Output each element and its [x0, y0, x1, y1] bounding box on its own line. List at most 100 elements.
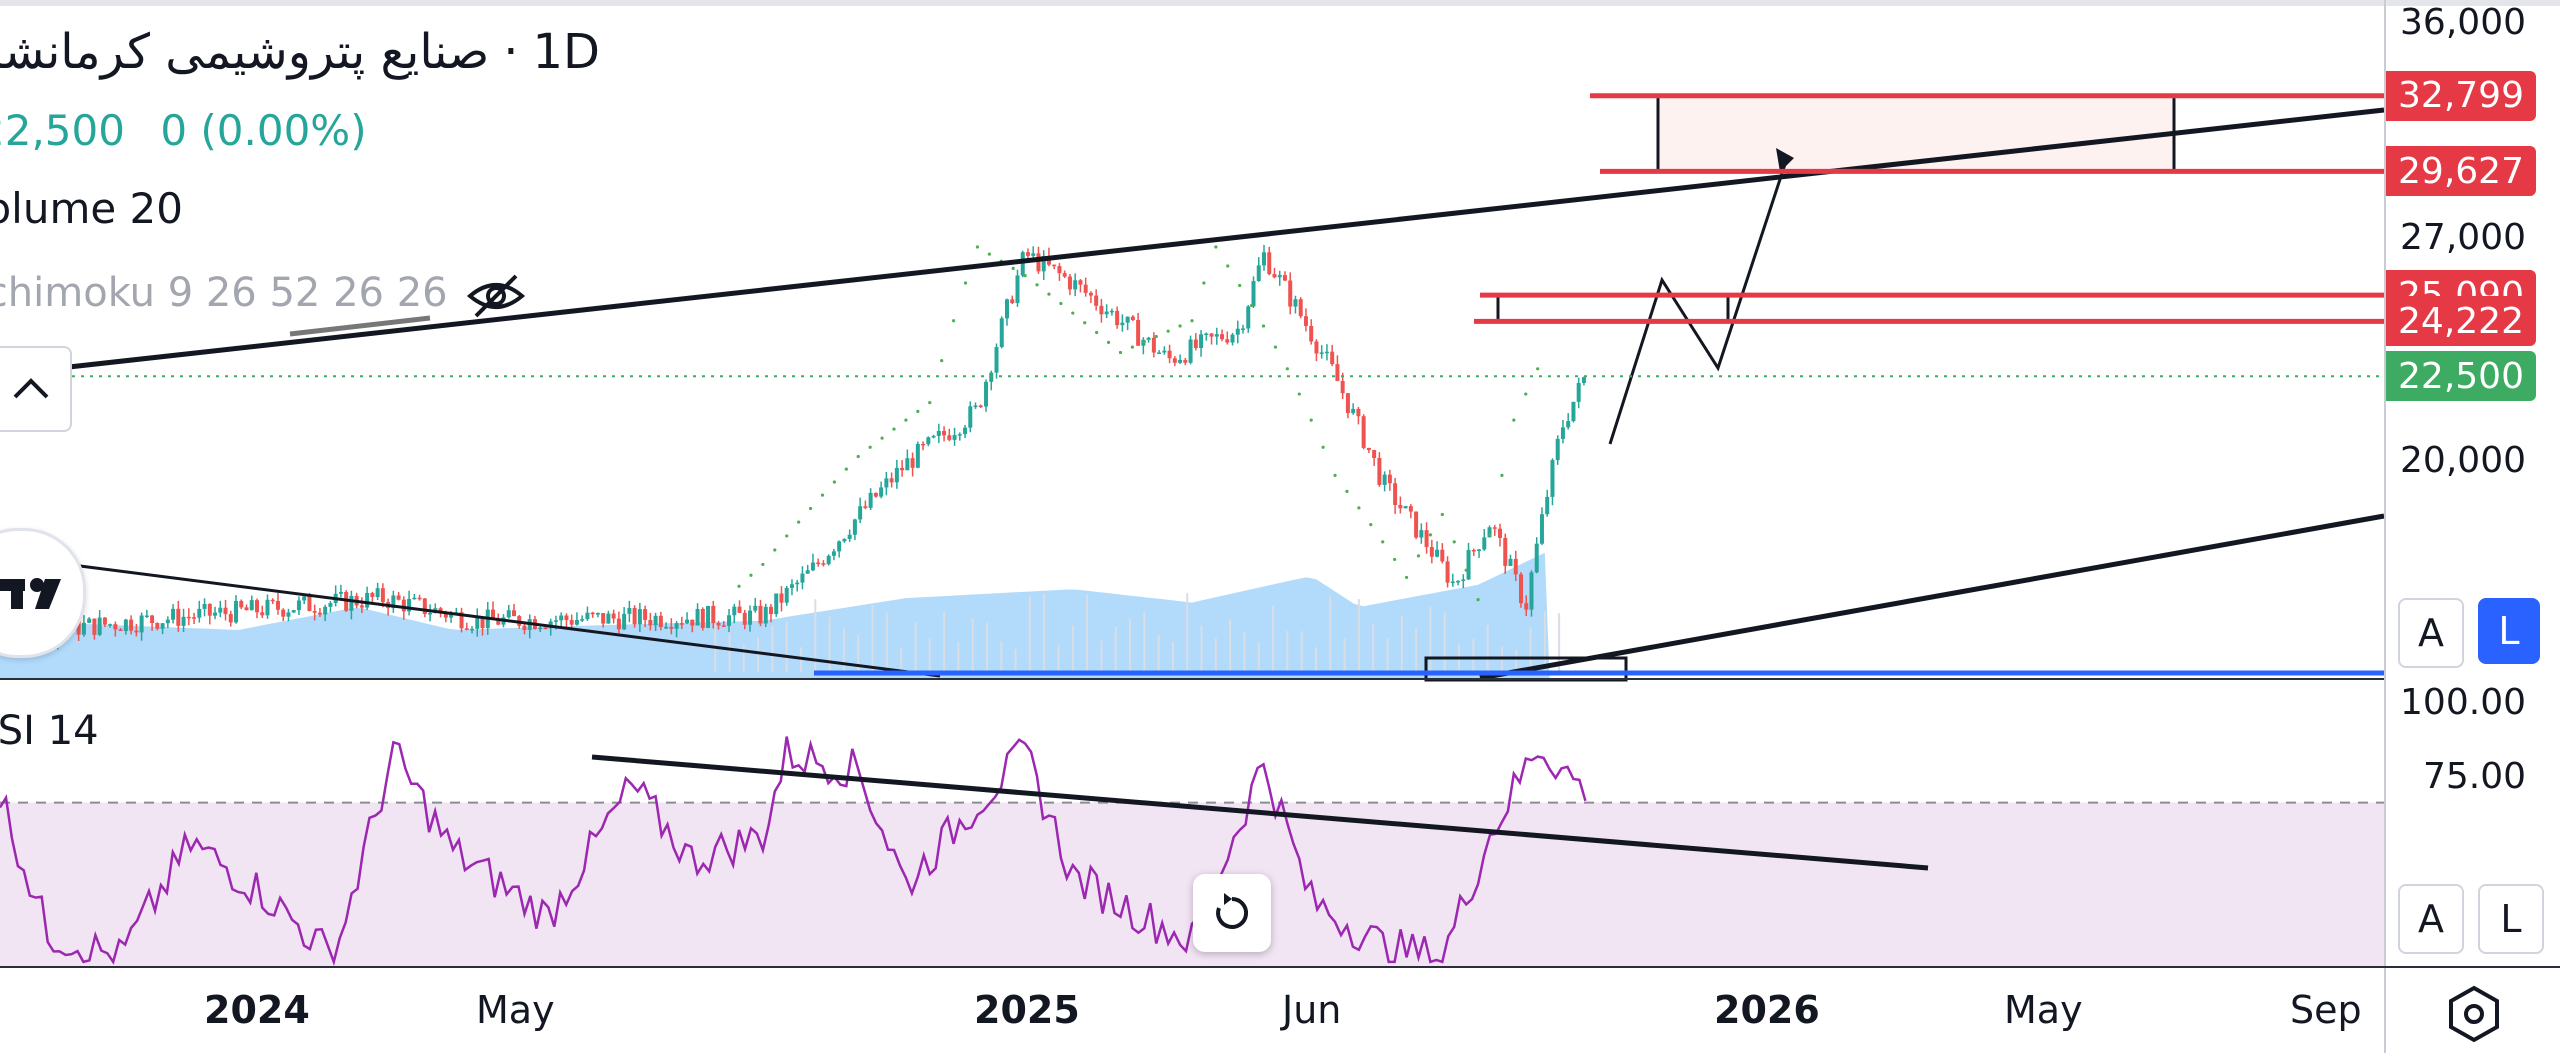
candle	[1303, 316, 1308, 326]
candle	[847, 534, 852, 539]
ichimoku-dot	[940, 358, 944, 363]
candle	[144, 615, 149, 618]
rsi-log-scale-button[interactable]: L	[2478, 884, 2544, 954]
candle	[1534, 543, 1539, 573]
resistance-box	[1496, 293, 1730, 323]
candle	[155, 622, 160, 629]
candle	[753, 605, 758, 611]
candle	[700, 608, 705, 628]
interval-text: 1D	[532, 24, 601, 80]
symbol-name-text: صنایع پتروشیمی کرمانشاه	[0, 24, 490, 80]
candle	[559, 615, 564, 621]
candle	[1204, 333, 1209, 336]
pane-separator[interactable]	[0, 678, 2384, 680]
candle	[496, 618, 501, 625]
eye-off-icon[interactable]	[466, 272, 526, 320]
candle	[921, 443, 926, 446]
price-tick-label: 36,000	[2400, 2, 2526, 44]
candle	[658, 615, 663, 627]
candle	[957, 434, 962, 436]
candle	[994, 347, 999, 373]
candle	[123, 619, 128, 632]
reset-icon	[1216, 893, 1249, 929]
candle	[1136, 319, 1141, 346]
candle	[438, 608, 443, 613]
time-tick-label: May	[476, 988, 555, 1032]
candle	[1393, 483, 1398, 506]
candle	[1099, 305, 1104, 315]
candle	[1508, 558, 1513, 566]
auto-scale-button[interactable]: A	[2398, 598, 2464, 668]
candle	[1356, 408, 1361, 417]
reset-chart-button[interactable]	[1193, 874, 1271, 952]
candle	[1298, 299, 1303, 317]
candle	[396, 595, 401, 600]
candle	[275, 600, 280, 610]
candle	[758, 605, 763, 624]
ichimoku-dot	[749, 573, 753, 577]
candle	[863, 506, 868, 508]
candle	[1319, 352, 1324, 354]
candle	[1220, 334, 1225, 340]
candle	[1057, 266, 1062, 274]
candle	[443, 612, 448, 618]
ichimoku-legend[interactable]: Ichimoku 9 26 52 26 26	[0, 270, 448, 316]
candle	[417, 597, 422, 600]
candle	[407, 598, 412, 612]
rsi-auto-scale-button[interactable]: A	[2398, 884, 2464, 954]
ichimoku-dot	[1250, 303, 1254, 308]
candle	[1466, 550, 1471, 580]
ichimoku-dot	[868, 445, 872, 449]
candle	[1398, 505, 1403, 509]
candle	[858, 506, 863, 520]
price-level-badge[interactable]: 22,500	[2386, 351, 2536, 402]
candle	[679, 623, 684, 625]
candle	[999, 318, 1004, 348]
candle	[894, 467, 899, 483]
ichimoku-dot	[1524, 392, 1528, 396]
candle	[480, 616, 485, 629]
ichimoku-dot	[1440, 512, 1444, 517]
candle	[1309, 325, 1314, 342]
candle	[831, 551, 836, 556]
ichimoku-dot	[1154, 334, 1158, 339]
candle	[1513, 558, 1518, 575]
candle	[1581, 377, 1586, 383]
candle	[1419, 530, 1424, 538]
candle	[506, 610, 511, 618]
candle	[742, 612, 747, 625]
log-scale-button[interactable]: L	[2478, 598, 2540, 664]
candle	[129, 619, 134, 631]
candle	[1387, 474, 1392, 484]
candle	[1576, 382, 1581, 402]
candle	[181, 616, 186, 626]
volume-legend[interactable]: Volume 20	[0, 184, 183, 233]
tradingview-logo-icon[interactable]	[0, 528, 86, 658]
ichimoku-dot	[928, 401, 932, 405]
candle	[1372, 450, 1377, 459]
candle	[774, 593, 779, 615]
candle	[428, 612, 433, 615]
candle	[1094, 295, 1099, 306]
legend-collapse-button[interactable]	[0, 346, 72, 432]
candle	[239, 600, 244, 608]
time-tick-label: 2024	[204, 988, 310, 1032]
candle	[952, 435, 957, 440]
candle	[1503, 537, 1508, 566]
candle	[370, 592, 375, 598]
rsi-legend[interactable]: RSI 14	[0, 708, 99, 754]
candle	[816, 562, 821, 565]
candle	[1524, 603, 1529, 610]
price-level-badge[interactable]: 24,222	[2386, 296, 2536, 347]
price-level-badge[interactable]: 29,627	[2386, 146, 2536, 197]
price-level-badge[interactable]: 32,799	[2386, 70, 2536, 121]
ichimoku-dot	[916, 409, 920, 413]
candle	[1036, 253, 1041, 272]
candle	[821, 563, 826, 565]
settings-hexagon-icon[interactable]	[2444, 984, 2504, 1044]
candle	[1241, 328, 1246, 330]
candle	[312, 611, 317, 613]
ichimoku-dot	[1130, 345, 1134, 349]
